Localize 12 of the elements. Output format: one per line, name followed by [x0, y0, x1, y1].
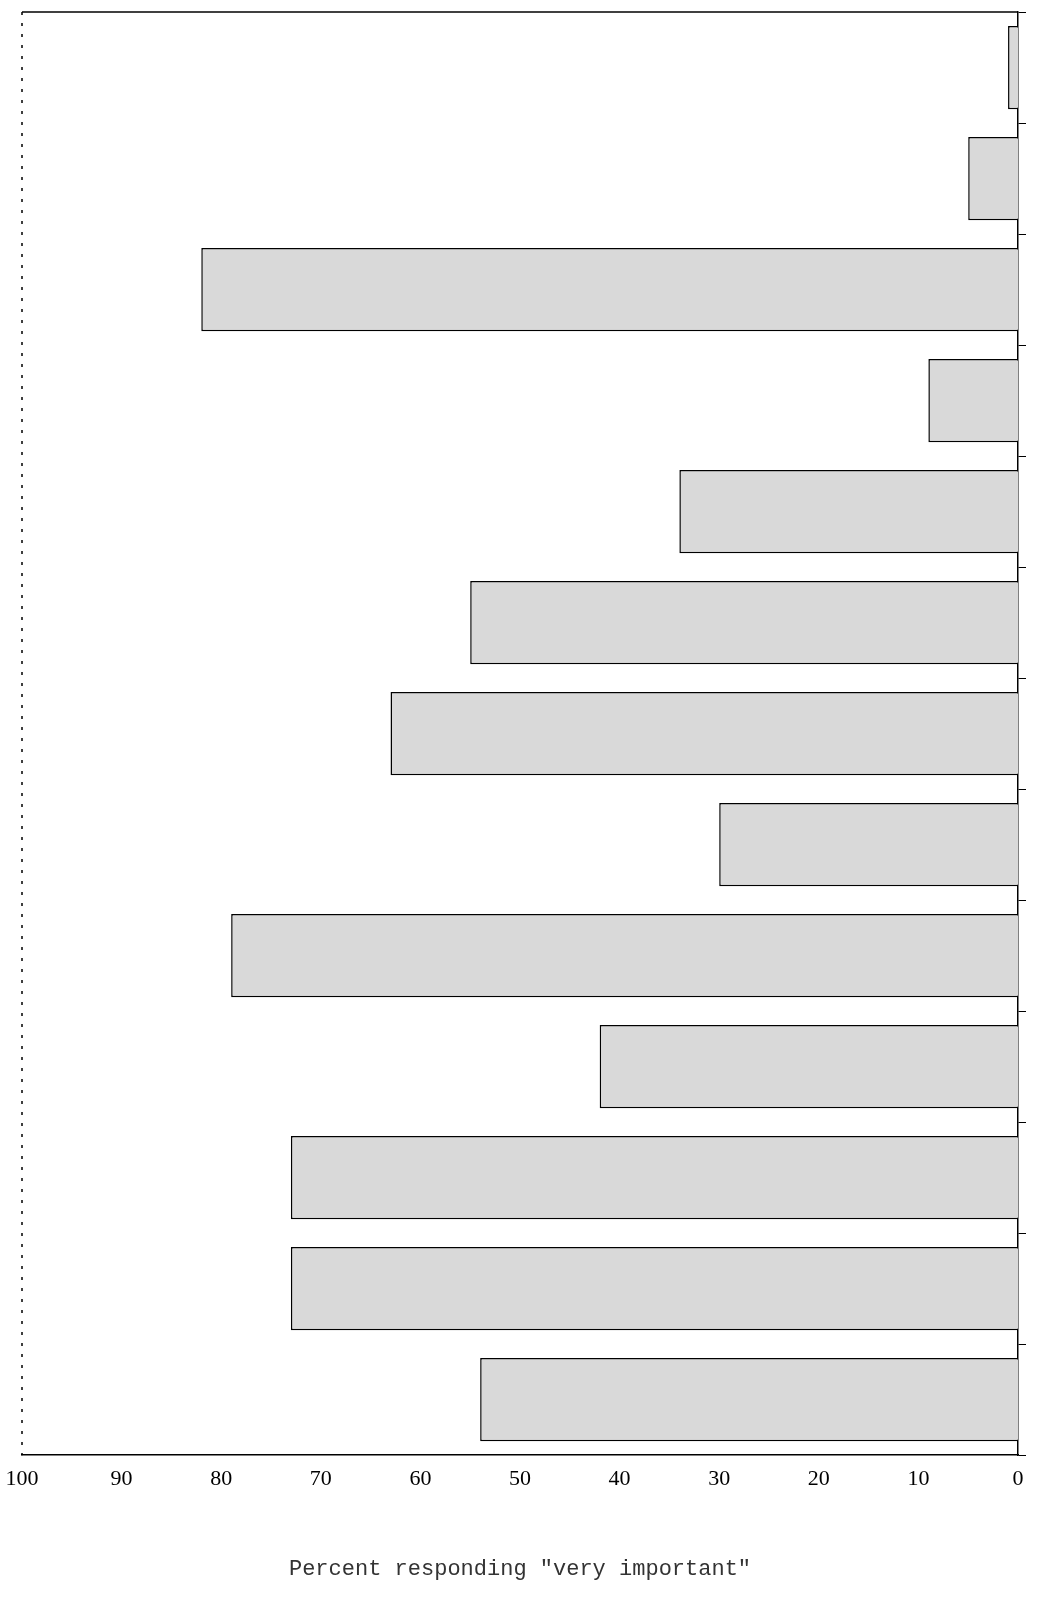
x-tick-label: 60	[409, 1465, 432, 1491]
x-tick-label: 50	[509, 1465, 531, 1491]
x-tick-label: 40	[608, 1465, 631, 1491]
x-tick-label: 80	[210, 1465, 233, 1491]
x-axis-title: Percent responding "very important"	[288, 1556, 752, 1582]
x-tick-label: 30	[708, 1465, 731, 1491]
x-tick-label: 90	[110, 1465, 133, 1491]
x-tick-label: 0	[1012, 1465, 1024, 1491]
x-tick-label: 100	[5, 1465, 39, 1491]
x-tick-label: 70	[309, 1465, 332, 1491]
x-tick-label: 20	[807, 1465, 830, 1491]
x-tick-label: 10	[907, 1465, 930, 1491]
